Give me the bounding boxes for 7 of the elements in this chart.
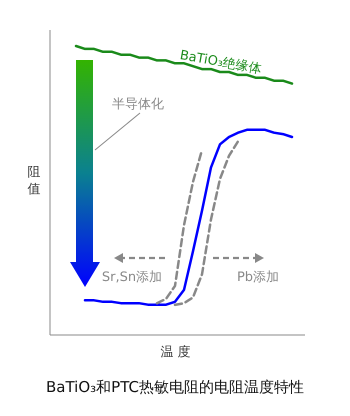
annotation: Pb添加 bbox=[236, 270, 280, 285]
annotation: Sr,Sn添加 bbox=[102, 270, 162, 285]
text: BaTiO₃和PTC热敏电阻的电阻温度特性 bbox=[46, 378, 304, 396]
x-axis-title: 温度 bbox=[160, 344, 194, 360]
y-axis-title: 阻值 bbox=[28, 165, 40, 197]
annotation: 半导体化 bbox=[112, 97, 164, 112]
text: BaTiO₃绝缘体 bbox=[178, 48, 263, 78]
